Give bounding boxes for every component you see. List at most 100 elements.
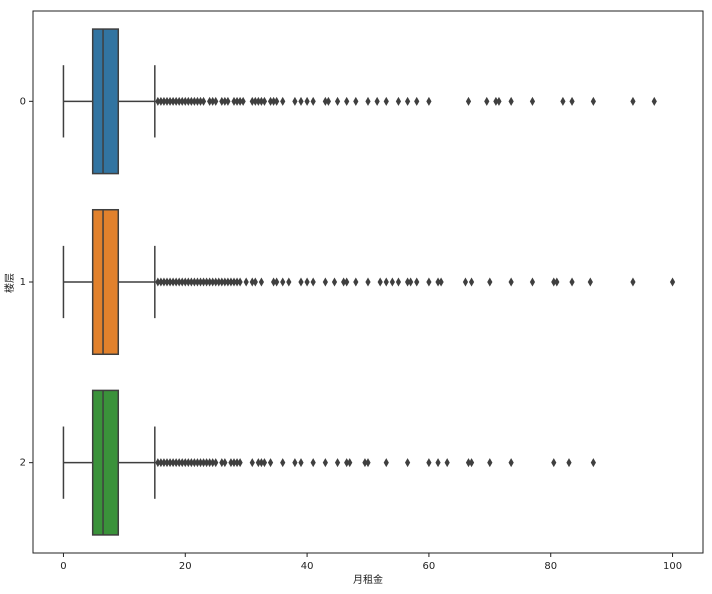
outlier — [188, 458, 194, 468]
outlier — [155, 277, 161, 287]
outlier — [569, 277, 575, 287]
outlier — [365, 96, 371, 106]
outlier — [255, 458, 261, 468]
outlier — [508, 96, 514, 106]
outlier — [219, 458, 225, 468]
outlier — [508, 277, 514, 287]
outlier — [590, 458, 596, 468]
outlier — [353, 277, 359, 287]
y-tick-label: 1 — [20, 277, 26, 288]
outlier — [304, 277, 310, 287]
outlier — [200, 277, 207, 287]
outlier — [194, 277, 201, 287]
outlier — [435, 277, 441, 287]
outlier — [331, 277, 338, 287]
y-axis-label: 楼层 — [3, 273, 16, 293]
outlier — [200, 96, 207, 106]
outlier — [344, 96, 350, 106]
outlier — [587, 277, 593, 287]
outlier — [651, 96, 657, 106]
outlier — [155, 96, 161, 106]
outlier — [404, 458, 411, 468]
outlier — [249, 96, 255, 106]
outlier — [179, 458, 185, 468]
outlier — [383, 96, 389, 106]
outlier — [344, 458, 350, 468]
outlier — [258, 96, 265, 106]
outlier — [216, 277, 222, 287]
x-tick-label: 80 — [544, 561, 557, 572]
outlier — [341, 277, 347, 287]
outlier — [213, 458, 219, 468]
outlier — [435, 458, 441, 468]
outlier — [310, 458, 316, 468]
outlier — [258, 277, 265, 287]
outlier — [158, 277, 164, 287]
outlier — [468, 458, 475, 468]
outlier — [270, 277, 277, 287]
outlier — [408, 277, 414, 287]
outlier — [465, 96, 472, 106]
outlier — [465, 458, 472, 468]
outlier — [292, 96, 298, 106]
outlier — [292, 458, 298, 468]
outlier — [404, 277, 411, 287]
outlier — [194, 96, 201, 106]
outlier — [267, 458, 274, 468]
box — [91, 28, 120, 175]
outlier — [274, 277, 280, 287]
outlier — [161, 96, 167, 106]
outlier — [551, 277, 557, 287]
y-tick-label: 0 — [20, 96, 26, 107]
outlier — [353, 96, 359, 106]
outlier — [155, 458, 161, 468]
outlier — [240, 96, 246, 106]
outlier — [228, 458, 234, 468]
outlier — [222, 277, 228, 287]
outlier — [213, 277, 219, 287]
outlier — [322, 277, 328, 287]
outlier — [322, 96, 328, 106]
outlier — [231, 96, 237, 106]
outlier — [188, 277, 194, 287]
outlier — [304, 96, 310, 106]
outlier — [210, 458, 216, 468]
outlier — [493, 96, 499, 106]
outlier — [267, 96, 274, 106]
outlier — [249, 458, 255, 468]
outlier — [219, 277, 225, 287]
outlier — [334, 458, 341, 468]
outlier — [167, 96, 173, 106]
outlier — [173, 458, 179, 468]
outlier — [182, 277, 188, 287]
outlier — [231, 277, 237, 287]
outlier — [630, 277, 636, 287]
outlier — [529, 96, 536, 106]
outlier — [389, 277, 395, 287]
outlier — [197, 96, 204, 106]
outlier — [158, 96, 164, 106]
outlier — [185, 277, 191, 287]
outlier — [237, 277, 243, 287]
outlier — [249, 277, 255, 287]
outlier — [225, 277, 231, 287]
x-tick-label: 20 — [179, 561, 192, 572]
outlier — [280, 277, 286, 287]
outlier — [325, 96, 332, 106]
outlier — [487, 277, 493, 287]
outlier — [551, 458, 557, 468]
outlier — [395, 96, 402, 106]
outlier — [274, 96, 280, 106]
outlier — [182, 458, 188, 468]
outlier — [194, 458, 201, 468]
outlier — [234, 458, 240, 468]
box — [91, 389, 120, 536]
outlier — [170, 277, 176, 287]
outlier — [164, 96, 170, 106]
outlier — [173, 96, 179, 106]
outlier — [243, 277, 249, 287]
outlier — [164, 277, 170, 287]
outlier — [158, 458, 164, 468]
outlier — [334, 96, 341, 106]
